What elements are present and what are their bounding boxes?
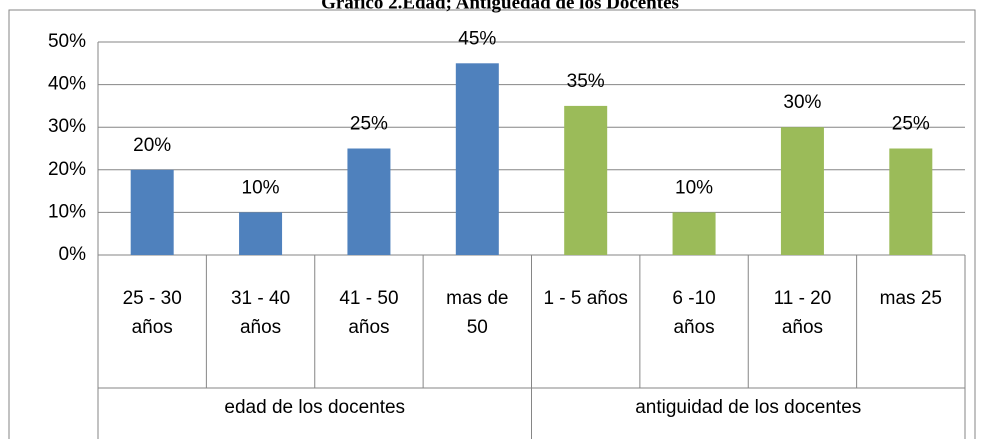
bar (672, 212, 716, 255)
y-tick-label: 50% (48, 31, 86, 52)
x-tick-label: 11 - 20 años (773, 288, 832, 338)
value-label: 10% (675, 177, 713, 198)
group-label: edad de los docentes (224, 397, 406, 418)
y-tick-label: 20% (48, 159, 86, 180)
value-label: 30% (783, 92, 821, 113)
x-tick-label: 41 - 50 años (339, 288, 399, 338)
bar (347, 148, 391, 255)
value-label: 10% (242, 177, 280, 198)
x-tick-label: 31 - 40 años (230, 288, 291, 338)
y-tick-label: 0% (59, 244, 87, 265)
x-tick-label: 1 - 5 años (543, 288, 628, 309)
value-label: 25% (892, 114, 930, 135)
bar (455, 63, 499, 255)
value-label: 45% (458, 28, 496, 49)
bar (239, 212, 283, 255)
x-tick-label: mas de 50 (446, 288, 509, 338)
y-tick-label: 10% (48, 201, 86, 222)
y-tick-label: 40% (48, 74, 86, 95)
y-tick-label: 30% (48, 116, 86, 137)
bar (130, 169, 174, 255)
bar (564, 105, 608, 256)
value-label: 25% (350, 114, 388, 135)
bar (889, 148, 933, 255)
value-label: 35% (567, 71, 605, 92)
chart-title: Grafico 2.Edad; Antigüedad de los Docent… (321, 0, 679, 13)
bar (780, 127, 824, 255)
x-tick-label: mas 25 (879, 288, 942, 309)
x-tick-label: 25 - 30 años (122, 288, 182, 338)
x-tick-label: 6 -10 años (672, 288, 716, 338)
group-label: antiguidad de los docentes (635, 397, 862, 418)
chart-border (8, 9, 976, 439)
value-label: 20% (133, 135, 171, 156)
